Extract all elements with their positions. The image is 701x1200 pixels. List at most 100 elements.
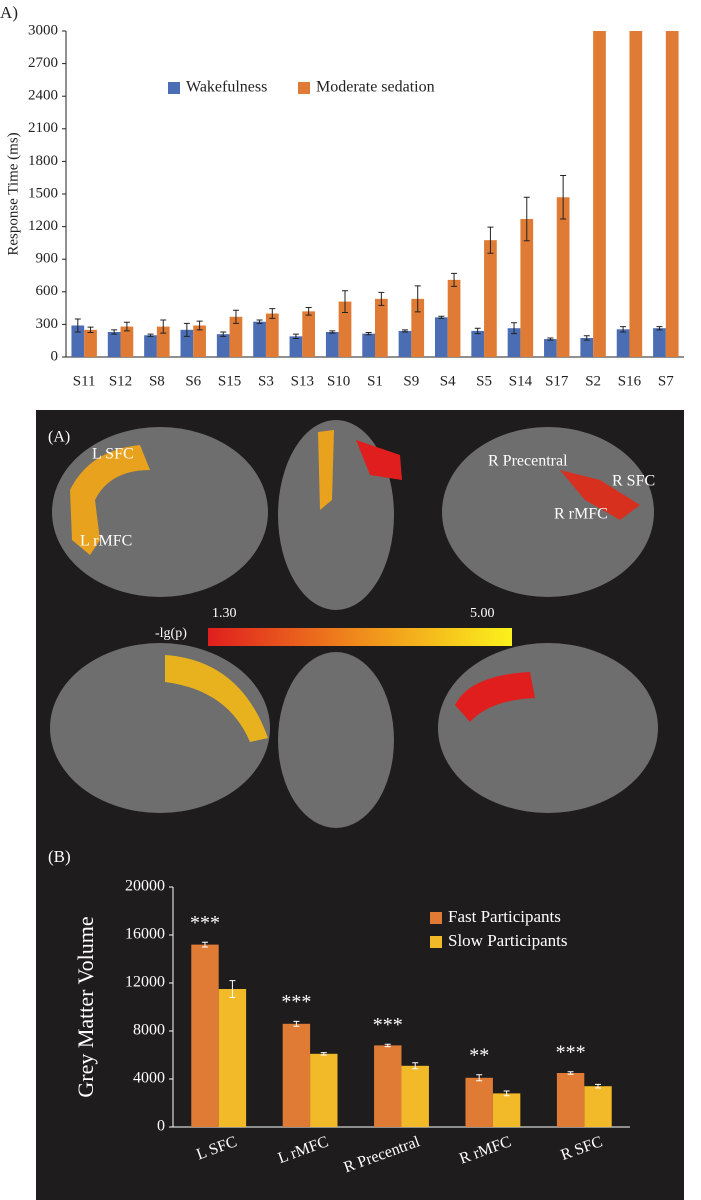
y-tick-label: 2100 [28, 120, 58, 136]
error-bar [269, 308, 276, 319]
activation [70, 445, 150, 555]
bar [629, 31, 643, 357]
error-bar [476, 1074, 483, 1082]
bar [374, 1045, 402, 1127]
x-tick-label: S9 [403, 373, 419, 389]
bar [544, 339, 557, 357]
x-tick-label: S1 [367, 373, 383, 389]
bar [265, 313, 279, 357]
error-bar [201, 941, 208, 948]
y-tick-label: 4000 [133, 1070, 165, 1087]
region-label: R rMFC [554, 506, 608, 523]
y-tick-label: 12000 [125, 974, 165, 991]
error-bar [183, 322, 190, 337]
bar [144, 335, 157, 357]
brain-labels: (A) L SFC L rMFC R Precentral R SFC R rM… [48, 429, 655, 642]
error-bar [111, 329, 118, 335]
error-bar [342, 290, 349, 313]
error-bar [256, 319, 263, 324]
y-tick-label: 900 [36, 251, 59, 267]
error-bar [293, 1020, 300, 1027]
error-bar [438, 315, 445, 319]
colorbar [208, 628, 512, 646]
error-bar [365, 332, 372, 336]
y-axis-title: Response Time (ms) [5, 132, 21, 255]
bar [253, 321, 266, 357]
bar [484, 240, 497, 357]
bar [71, 325, 85, 357]
activation [165, 655, 268, 742]
bar [471, 330, 485, 357]
bar [616, 329, 630, 357]
bar [398, 330, 412, 357]
bar [584, 1086, 612, 1127]
error-bar [401, 329, 408, 333]
brain-bottom [278, 652, 394, 828]
y-axis-title: Grey Matter Volume [73, 916, 98, 1097]
bar [84, 329, 97, 357]
brain-top [278, 420, 394, 610]
panel-label: (A) [48, 429, 70, 446]
error-bar [147, 333, 154, 337]
y-tick-label: 600 [36, 283, 59, 299]
bar [120, 326, 134, 357]
error-bar [567, 1071, 574, 1075]
bar [653, 328, 666, 357]
x-tick-label: S13 [291, 373, 314, 389]
bar [302, 311, 316, 357]
bar [507, 328, 521, 357]
legend-swatch [298, 82, 310, 94]
x-tick-label: S16 [618, 373, 642, 389]
error-bar [560, 175, 567, 220]
error-bar [414, 285, 421, 313]
error-bar [160, 319, 167, 334]
panel-label: A) [0, 3, 18, 22]
bar [310, 1053, 338, 1127]
bar [434, 317, 448, 357]
brain-right-medial [438, 643, 658, 813]
x-tick-label: S15 [218, 373, 241, 389]
significance: *** [373, 1014, 403, 1036]
bar [216, 334, 230, 357]
x-tick-label: S14 [509, 373, 533, 389]
error-bar [503, 1090, 510, 1097]
y-tick-label: 1200 [28, 218, 58, 234]
error-bar [196, 320, 203, 331]
error-bar [487, 226, 494, 254]
region-label: L rMFC [80, 533, 132, 550]
error-bar [305, 307, 312, 316]
y-tick-label: 8000 [133, 1022, 165, 1039]
error-bar [384, 1043, 391, 1048]
error-bar [412, 1062, 419, 1070]
y-tick-label: 0 [51, 348, 59, 364]
significance: *** [281, 991, 311, 1013]
brain-right-lateral [442, 427, 654, 597]
region-label: R Precentral [488, 453, 568, 470]
bar [411, 298, 425, 357]
x-tick-label: S8 [149, 373, 165, 389]
error-bar [378, 291, 385, 306]
region-label: R SFC [612, 473, 655, 490]
colorbar-title: -lg(p) [155, 626, 187, 641]
bar [401, 1065, 429, 1127]
legend-label: Moderate sedation [316, 79, 435, 96]
y-tick-label: 3000 [28, 22, 58, 38]
error-bar [583, 335, 590, 341]
bar [156, 326, 170, 357]
error-bar [329, 330, 336, 334]
error-bar [229, 980, 236, 998]
error-bar [74, 318, 81, 333]
error-bar [511, 322, 518, 335]
x-tick-label: S3 [258, 373, 274, 389]
bar [362, 333, 375, 357]
x-tick-label: S17 [545, 373, 569, 389]
colorbar-label: 1.30 [212, 606, 237, 621]
x-tick-label: S5 [476, 373, 492, 389]
bar [465, 1077, 493, 1127]
bar [218, 989, 247, 1127]
bar [665, 31, 679, 357]
bar [593, 31, 606, 357]
y-tick-label: 0 [157, 1118, 165, 1135]
x-tick-label: S6 [185, 373, 201, 389]
